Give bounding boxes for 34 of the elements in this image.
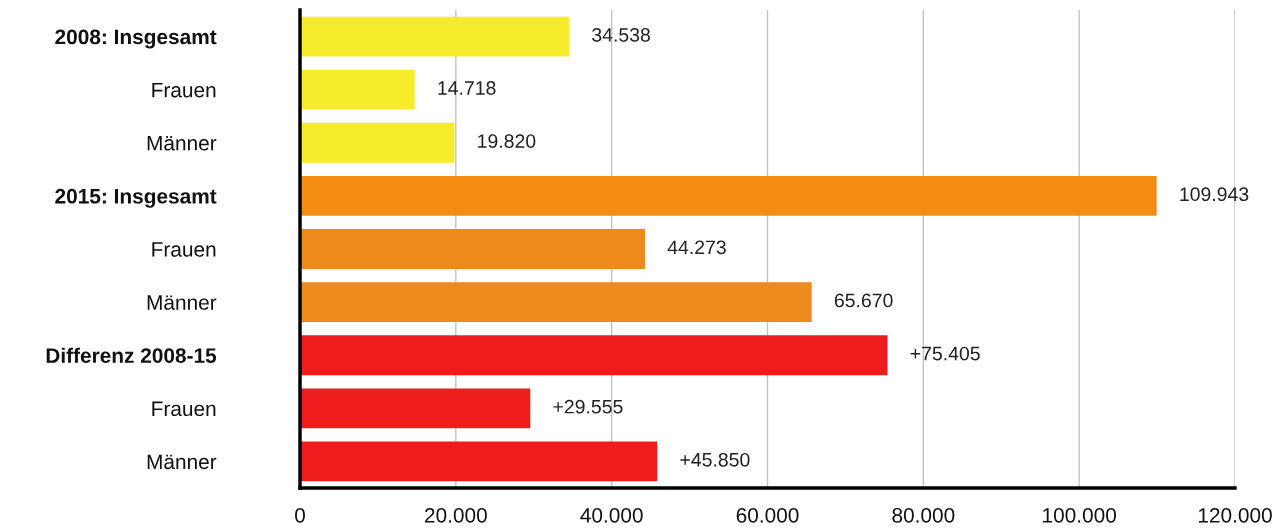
y-tick-label: Männer: [147, 135, 217, 151]
bar: [300, 441, 658, 482]
data-label: 109.943: [1180, 187, 1249, 202]
data-label: 65.670: [834, 293, 893, 308]
data-label: 14.718: [438, 81, 496, 95]
bar: [300, 282, 812, 323]
y-tick-label: Frauen: [152, 242, 216, 257]
y-tick-label: 2008: Insgesamt: [55, 29, 217, 49]
x-tick-label: 40.000: [580, 507, 643, 523]
y-tick-label: Männer: [147, 454, 217, 470]
data-label: 34.538: [592, 28, 650, 42]
y-tick-label: Frauen: [152, 401, 216, 417]
bar: [300, 175, 1157, 216]
data-label: 19.820: [478, 134, 536, 148]
y-tick-label: Männer: [147, 295, 217, 310]
x-tick-label: 120.000: [1198, 507, 1272, 523]
y-tick-label: 2015: Insgesamt: [55, 188, 217, 208]
data-label: 44.273: [667, 240, 726, 255]
x-tick-label: 60.000: [736, 507, 799, 523]
x-tick-label: 0: [295, 507, 305, 523]
y-tick-label: Frauen: [152, 82, 216, 98]
data-label: +45.850: [680, 452, 750, 467]
x-tick-label: 100.000: [1043, 507, 1117, 523]
bar: [300, 16, 570, 57]
bar: [300, 69, 415, 110]
y-tick-label: Differenz 2008-15: [46, 347, 217, 363]
bar: [300, 335, 888, 376]
bar: [300, 388, 531, 429]
bar: [300, 229, 645, 269]
data-label: +75.405: [910, 346, 980, 361]
data-label: +29.555: [553, 399, 623, 414]
x-tick-label: 20.000: [425, 507, 487, 523]
x-tick-label: 80.000: [892, 507, 955, 523]
bar: [300, 122, 455, 163]
